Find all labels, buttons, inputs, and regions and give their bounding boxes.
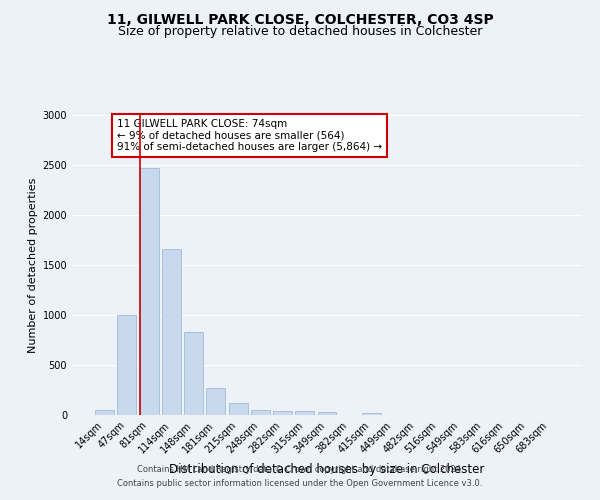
Bar: [295, 410, 314, 415]
Bar: [95, 410, 114, 415]
Bar: [140, 168, 158, 415]
X-axis label: Distribution of detached houses by size in Colchester: Distribution of detached houses by size …: [169, 463, 485, 476]
Bar: [118, 315, 136, 415]
Bar: [206, 388, 225, 415]
Bar: [362, 412, 381, 415]
Text: Contains HM Land Registry data © Crown copyright and database right 2024.
Contai: Contains HM Land Registry data © Crown c…: [118, 466, 482, 487]
Text: 11 GILWELL PARK CLOSE: 74sqm
← 9% of detached houses are smaller (564)
91% of se: 11 GILWELL PARK CLOSE: 74sqm ← 9% of det…: [117, 119, 382, 152]
Bar: [162, 249, 181, 415]
Bar: [273, 410, 292, 415]
Bar: [184, 332, 203, 415]
Text: 11, GILWELL PARK CLOSE, COLCHESTER, CO3 4SP: 11, GILWELL PARK CLOSE, COLCHESTER, CO3 …: [107, 12, 493, 26]
Y-axis label: Number of detached properties: Number of detached properties: [28, 178, 38, 352]
Bar: [317, 412, 337, 415]
Text: Size of property relative to detached houses in Colchester: Size of property relative to detached ho…: [118, 25, 482, 38]
Bar: [229, 402, 248, 415]
Bar: [251, 410, 270, 415]
